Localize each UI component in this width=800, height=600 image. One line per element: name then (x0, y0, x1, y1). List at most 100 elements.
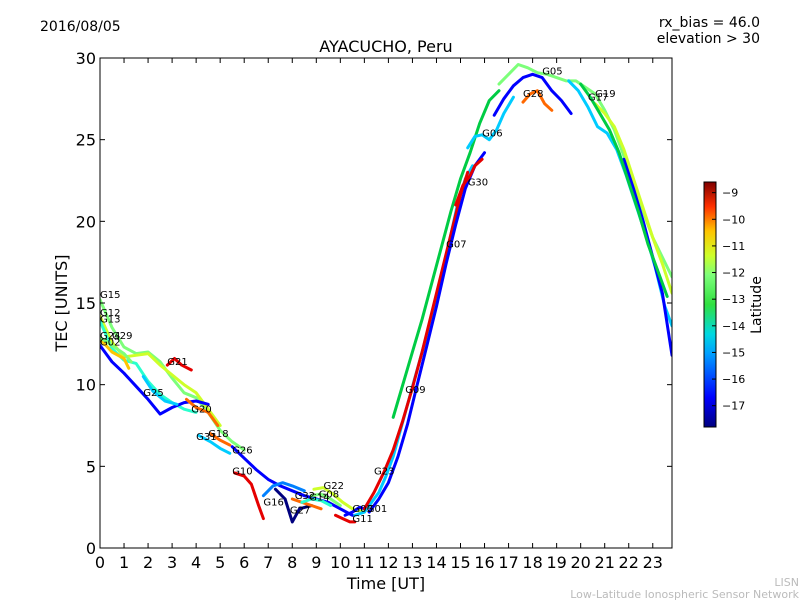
chart-title: AYACUCHO, Peru (319, 37, 452, 56)
x-tick-label: 12 (378, 553, 398, 572)
satellite-label: G10 (232, 467, 252, 478)
series-line-g21 (165, 357, 193, 372)
x-tick-label: 18 (522, 553, 542, 572)
colorbar-ticks: −9 −10 −11 −12 −13 −14 −15 −16 −17 (712, 187, 745, 413)
series-line-g05 (492, 72, 573, 117)
satellite-label: G05 (542, 66, 562, 77)
x-tick-label: 8 (287, 553, 297, 572)
colorbar-tick-label: −11 (722, 240, 745, 253)
x-tick-label: 21 (595, 553, 615, 572)
satellite-label: G19 (595, 89, 615, 100)
y-tick-label: 15 (76, 294, 96, 313)
x-tick-label: 7 (263, 553, 273, 572)
rx-bias-label: rx_bias = 46.0 (659, 15, 760, 31)
series-line-g07 (391, 89, 501, 419)
colorbar (703, 181, 717, 428)
satellite-label: G28 (523, 89, 543, 100)
x-tick-label: 13 (402, 553, 422, 572)
series-line-g11 (334, 513, 357, 524)
series-line-g08 (310, 492, 342, 507)
satellite-label: G07 (446, 240, 466, 251)
x-tick-label: 19 (546, 553, 566, 572)
series-line-g10 (233, 471, 265, 521)
satellite-label: G06 (482, 128, 502, 139)
x-axis-ticks: 0 1 2 3 4 5 6 7 8 9 10 11 12 13 14 15 16 17 18 19 20 21 22 23 (95, 58, 663, 572)
satellite-label: G21 (167, 357, 187, 368)
series-line-g33 (579, 82, 669, 298)
series-layer (100, 63, 672, 524)
series-line-g31 (197, 433, 232, 455)
series-line-g09 (367, 151, 486, 514)
footer-network: Low-Latitude Ionospheric Sensor Network (570, 588, 799, 600)
series-line-g20 (185, 397, 220, 427)
date-label: 2016/08/05 (40, 19, 121, 35)
series-line-g25 (141, 375, 179, 406)
series-line-g03 (343, 505, 366, 517)
series-line-g17b (593, 102, 672, 295)
colorbar-label: Latitude (749, 276, 765, 334)
satellite-label: G24 (100, 331, 120, 342)
x-tick-label: 23 (643, 553, 663, 572)
footer-abbrev: LISN (774, 576, 799, 589)
x-tick-label: 15 (450, 553, 470, 572)
satellite-label: G15 (100, 290, 120, 301)
colorbar-tick-label: −9 (722, 187, 738, 200)
colorbar-tick-label: −16 (722, 373, 745, 386)
series-line-g23 (362, 170, 470, 511)
x-tick-label: 9 (311, 553, 321, 572)
y-axis-ticks: 0 5 10 15 20 25 30 (76, 49, 672, 558)
x-tick-label: 0 (95, 553, 105, 572)
satellite-label: G09 (405, 385, 425, 396)
colorbar-tick-label: −13 (722, 293, 745, 306)
series-line-g26 (230, 445, 354, 517)
x-axis-label: Time [UT] (346, 574, 425, 593)
satellite-label: G02 (100, 338, 120, 349)
satellite-label: G14 (309, 493, 329, 504)
series-line-g28 (521, 89, 554, 112)
satellite-label: G18 (208, 429, 228, 440)
satellite-label: G32 (295, 491, 315, 502)
satellite-label: G12 (100, 308, 120, 319)
x-tick-label: 3 (167, 553, 177, 572)
satellite-label: G16 (263, 498, 283, 509)
series-line-g17 (567, 79, 672, 328)
colorbar-tick-label: −12 (722, 267, 745, 280)
satellite-label: G27 (290, 506, 310, 517)
x-tick-label: 22 (619, 553, 639, 572)
x-tick-label: 10 (330, 553, 350, 572)
x-tick-label: 1 (119, 553, 129, 572)
x-tick-label: 14 (426, 553, 446, 572)
satellite-label: G13 (100, 315, 120, 326)
colorbar-tick-label: −15 (722, 346, 745, 359)
y-tick-label: 0 (86, 539, 96, 558)
series-line-g14 (300, 497, 333, 507)
x-tick-label: 5 (215, 553, 225, 572)
x-tick-label: 2 (143, 553, 153, 572)
satellite-label: G20 (191, 404, 211, 415)
satellite-label: G03 (352, 504, 372, 515)
satellite-label: G01 (367, 504, 387, 515)
series-line-g18 (209, 432, 232, 447)
y-tick-label: 20 (76, 212, 96, 231)
colorbar-tick-label: −10 (722, 213, 745, 226)
satellite-label: G29 (112, 331, 132, 342)
series-line-g27 (273, 487, 313, 524)
series-line-g06 (466, 95, 515, 150)
x-tick-label: 17 (498, 553, 518, 572)
series-line-g16 (261, 481, 306, 498)
y-tick-label: 5 (86, 457, 96, 476)
satellite-label: G30 (468, 177, 488, 188)
colorbar-tick-label: −17 (722, 400, 745, 413)
satellite-label: G25 (143, 388, 163, 399)
y-tick-label: 30 (76, 49, 96, 68)
elevation-label: elevation > 30 (657, 31, 760, 47)
series-line-g15 (100, 298, 246, 452)
satellite-label: G17 (588, 93, 608, 104)
y-tick-label: 25 (76, 131, 96, 150)
x-tick-label: 11 (354, 553, 374, 572)
series-line-g32 (290, 497, 323, 511)
satellite-label: G26 (232, 445, 252, 456)
colorbar-tick-label: −14 (722, 320, 745, 333)
x-tick-label: 4 (191, 553, 201, 572)
